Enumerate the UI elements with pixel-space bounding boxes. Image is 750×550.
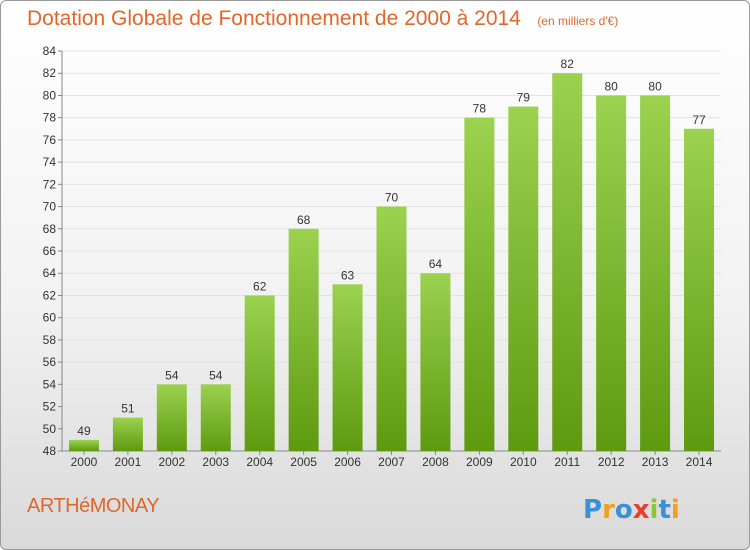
- bar-value-label: 49: [77, 424, 91, 438]
- bar: [464, 117, 495, 452]
- bar: [200, 384, 231, 451]
- y-tick-label: 56: [43, 355, 57, 369]
- x-tick-label: 2007: [378, 455, 405, 469]
- x-tick-label: 2001: [115, 455, 142, 469]
- y-tick-label: 66: [43, 244, 57, 258]
- bar-value-label: 80: [604, 79, 618, 93]
- x-tick-label: 2010: [510, 455, 537, 469]
- x-tick-label: 2011: [554, 455, 580, 469]
- y-tick-label: 76: [43, 133, 57, 147]
- bar-value-label: 62: [253, 279, 267, 293]
- x-tick-label: 2012: [598, 455, 625, 469]
- x-tick-label: 2004: [246, 455, 273, 469]
- bar-value-label: 70: [385, 191, 399, 205]
- x-tick-label: 2008: [422, 455, 449, 469]
- y-tick-label: 60: [43, 311, 57, 325]
- y-tick-label: 54: [43, 377, 57, 391]
- y-tick-label: 70: [43, 200, 57, 214]
- bar: [68, 439, 99, 451]
- bar: [508, 106, 539, 452]
- title-row: Dotation Globale de Fonctionnement de 20…: [27, 7, 618, 31]
- y-tick-label: 80: [43, 88, 57, 102]
- y-tick-label: 78: [43, 111, 57, 125]
- y-tick-label: 84: [43, 44, 57, 58]
- bar-value-label: 64: [429, 257, 443, 271]
- bar-value-label: 54: [165, 368, 179, 382]
- bar-value-label: 68: [297, 213, 311, 227]
- bar-value-label: 54: [209, 368, 223, 382]
- chart-unit: (en milliers d'€): [537, 14, 619, 28]
- bar-value-label: 79: [517, 91, 531, 105]
- bar: [640, 95, 671, 451]
- bar: [244, 295, 275, 451]
- y-tick-label: 50: [43, 422, 57, 436]
- bar: [596, 95, 627, 451]
- x-tick-label: 2005: [290, 455, 317, 469]
- bar: [156, 384, 187, 451]
- y-tick-label: 72: [43, 177, 57, 191]
- y-tick-label: 82: [43, 66, 57, 80]
- x-tick-label: 2003: [202, 455, 229, 469]
- bar: [552, 73, 583, 451]
- chart-title: Dotation Globale de Fonctionnement de 20…: [27, 7, 521, 30]
- bar: [420, 273, 451, 451]
- x-tick-label: 2014: [686, 455, 713, 469]
- bar: [288, 228, 319, 451]
- x-tick-label: 2013: [642, 455, 669, 469]
- proxiti-logo[interactable]: Proxiti: [583, 488, 703, 528]
- bar: [376, 206, 407, 451]
- bar-value-label: 80: [648, 79, 662, 93]
- bar: [112, 417, 143, 451]
- commune-name: ARTHéMONAY: [27, 495, 160, 517]
- x-tick-label: 2000: [71, 455, 98, 469]
- bar: [684, 128, 715, 451]
- y-tick-label: 58: [43, 333, 57, 347]
- bar-value-label: 82: [561, 57, 575, 71]
- bar-value-label: 78: [473, 102, 487, 116]
- x-tick-label: 2002: [158, 455, 185, 469]
- bar: [332, 284, 363, 451]
- bar-value-label: 77: [692, 113, 706, 127]
- x-tick-label: 2009: [466, 455, 493, 469]
- y-tick-label: 52: [43, 400, 57, 414]
- x-tick-label: 2006: [334, 455, 361, 469]
- y-tick-label: 62: [43, 288, 57, 302]
- svg-text:Proxiti: Proxiti: [583, 495, 680, 525]
- y-tick-label: 74: [43, 155, 57, 169]
- bar-value-label: 63: [341, 268, 355, 282]
- y-tick-label: 68: [43, 222, 57, 236]
- bar-value-label: 51: [121, 402, 135, 416]
- y-tick-label: 48: [43, 444, 57, 458]
- y-tick-label: 64: [43, 266, 57, 280]
